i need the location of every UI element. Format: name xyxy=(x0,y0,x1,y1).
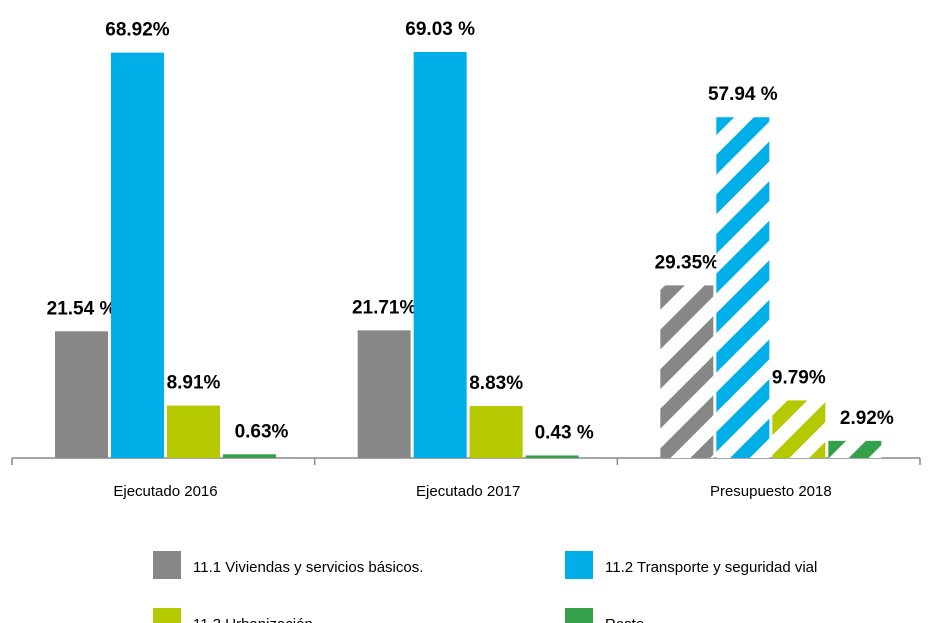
legend-label: 11.3 Urbanización xyxy=(193,616,313,623)
value-label: 0.43 % xyxy=(535,422,594,443)
value-label: 69.03 % xyxy=(405,19,475,40)
value-label: 21.71% xyxy=(352,297,417,318)
value-label: 57.94 % xyxy=(708,84,778,105)
legend-label: 11.1 Viviendas y servicios básicos. xyxy=(193,559,423,576)
legend-label: Resto xyxy=(605,616,644,623)
legend-swatch xyxy=(565,608,593,623)
bar xyxy=(716,117,770,459)
bar xyxy=(772,400,826,458)
bar xyxy=(828,440,882,458)
x-tick-label: Ejecutado 2017 xyxy=(416,483,520,500)
bar xyxy=(469,406,523,458)
value-label: 2.92% xyxy=(840,408,894,429)
legend-swatch xyxy=(153,551,181,579)
value-label: 29.35% xyxy=(655,252,720,273)
bar xyxy=(357,330,411,458)
legend-swatch xyxy=(565,551,593,579)
bar xyxy=(525,455,579,458)
bar xyxy=(167,405,220,458)
legend-swatch xyxy=(153,608,181,623)
legend-label: 11.2 Transporte y seguridad vial xyxy=(605,559,817,576)
bar xyxy=(223,454,276,458)
value-label: 0.63% xyxy=(235,421,289,442)
bar xyxy=(111,52,164,458)
bar xyxy=(660,285,714,458)
x-tick-label: Presupuesto 2018 xyxy=(710,483,832,500)
value-label: 68.92% xyxy=(105,20,170,41)
bar xyxy=(413,52,467,458)
x-tick-label: Ejecutado 2016 xyxy=(113,483,217,500)
value-label: 21.54 % xyxy=(47,298,117,319)
bar xyxy=(55,331,108,458)
value-label: 8.83% xyxy=(469,373,523,394)
value-label: 8.91% xyxy=(167,373,221,394)
value-label: 9.79% xyxy=(772,367,826,388)
